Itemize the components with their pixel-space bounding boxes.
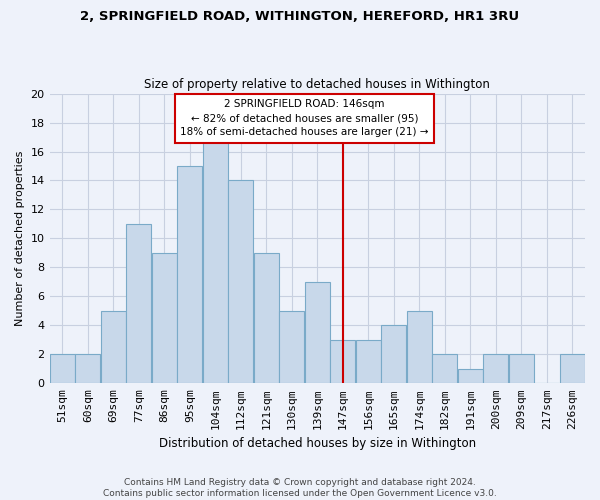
Y-axis label: Number of detached properties: Number of detached properties [15, 150, 25, 326]
Bar [509, 354, 533, 384]
Title: Size of property relative to detached houses in Withington: Size of property relative to detached ho… [145, 78, 490, 91]
Bar [331, 340, 355, 384]
Bar [127, 224, 151, 384]
Text: Contains HM Land Registry data © Crown copyright and database right 2024.
Contai: Contains HM Land Registry data © Crown c… [103, 478, 497, 498]
Bar [178, 166, 202, 384]
Bar [305, 282, 329, 384]
Bar [484, 354, 508, 384]
Text: 2, SPRINGFIELD ROAD, WITHINGTON, HEREFORD, HR1 3RU: 2, SPRINGFIELD ROAD, WITHINGTON, HEREFOR… [80, 10, 520, 23]
Bar [560, 354, 584, 384]
Text: 2 SPRINGFIELD ROAD: 146sqm
← 82% of detached houses are smaller (95)
18% of semi: 2 SPRINGFIELD ROAD: 146sqm ← 82% of deta… [180, 100, 429, 138]
Bar [356, 340, 380, 384]
Bar [203, 137, 227, 384]
Bar [50, 354, 74, 384]
Bar [407, 311, 431, 384]
Bar [382, 326, 406, 384]
Bar [229, 180, 253, 384]
X-axis label: Distribution of detached houses by size in Withington: Distribution of detached houses by size … [159, 437, 476, 450]
Bar [101, 311, 125, 384]
Bar [254, 253, 278, 384]
Bar [433, 354, 457, 384]
Bar [152, 253, 176, 384]
Bar [76, 354, 100, 384]
Bar [458, 369, 482, 384]
Bar [280, 311, 304, 384]
